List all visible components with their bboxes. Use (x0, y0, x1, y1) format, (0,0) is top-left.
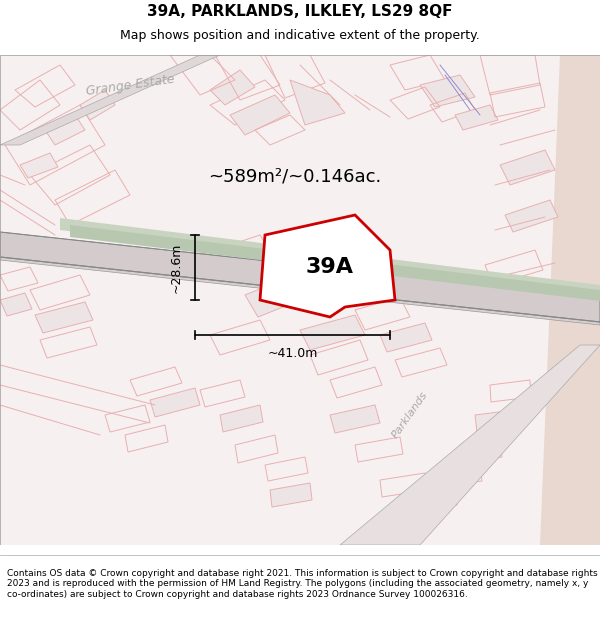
Text: Contains OS data © Crown copyright and database right 2021. This information is : Contains OS data © Crown copyright and d… (7, 569, 598, 599)
Polygon shape (0, 235, 600, 325)
Text: 39A: 39A (306, 257, 354, 277)
Polygon shape (380, 323, 432, 352)
Polygon shape (340, 345, 600, 545)
Polygon shape (45, 115, 85, 145)
Polygon shape (0, 55, 600, 545)
Polygon shape (270, 483, 312, 507)
Polygon shape (80, 90, 115, 120)
Polygon shape (0, 55, 220, 145)
Polygon shape (230, 95, 290, 135)
Polygon shape (20, 153, 58, 178)
Text: ~41.0m: ~41.0m (268, 347, 317, 360)
Text: 39A, PARKLANDS, ILKLEY, LS29 8QF: 39A, PARKLANDS, ILKLEY, LS29 8QF (147, 4, 453, 19)
Polygon shape (0, 232, 600, 322)
Polygon shape (505, 200, 558, 232)
Polygon shape (540, 55, 600, 545)
Polygon shape (415, 489, 457, 511)
Polygon shape (60, 218, 600, 297)
Polygon shape (260, 215, 395, 317)
Polygon shape (245, 275, 308, 317)
Polygon shape (150, 388, 200, 417)
Polygon shape (0, 293, 32, 316)
Polygon shape (475, 410, 517, 432)
Text: Parklands: Parklands (390, 390, 430, 440)
Polygon shape (210, 70, 255, 105)
Text: Grange Estate: Grange Estate (85, 72, 175, 98)
Polygon shape (500, 150, 555, 185)
Polygon shape (300, 315, 365, 350)
Polygon shape (455, 105, 498, 130)
Polygon shape (330, 405, 380, 433)
Polygon shape (290, 80, 345, 125)
Text: ~28.6m: ~28.6m (170, 242, 183, 292)
Text: Map shows position and indicative extent of the property.: Map shows position and indicative extent… (120, 29, 480, 42)
Polygon shape (490, 283, 540, 312)
Polygon shape (70, 225, 600, 301)
Polygon shape (220, 405, 263, 432)
Polygon shape (35, 302, 93, 333)
Polygon shape (420, 75, 475, 107)
Text: ~589m²/~0.146ac.: ~589m²/~0.146ac. (208, 168, 382, 186)
